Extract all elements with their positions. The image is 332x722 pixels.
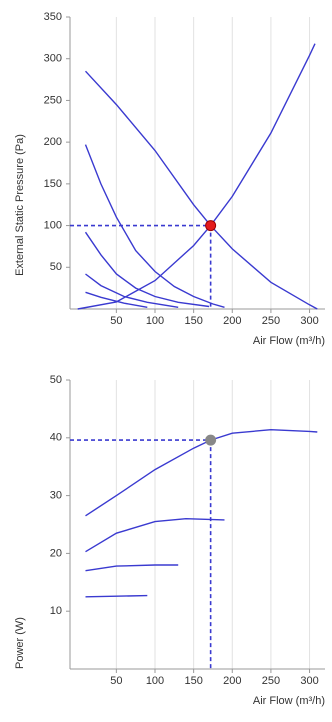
operating-point [205,434,217,446]
curve [85,273,179,308]
curve [85,428,318,517]
x-tick-label: 300 [300,675,318,687]
curve [85,594,148,598]
x-tick-label: 150 [184,315,202,327]
x-tick-label: 200 [223,675,241,687]
y-tick-label: 150 [44,178,62,190]
x-tick-label: 100 [146,315,164,327]
y-tick-label: 350 [44,11,62,23]
x-tick-label: 300 [300,315,318,327]
y-axis-label: External Static Pressure (Pa) [14,134,26,276]
x-tick-label: 200 [223,315,241,327]
y-tick-label: 40 [50,432,62,444]
curve [84,144,225,308]
x-axis-label: Air Flow (m³/h) [253,335,325,347]
curve [84,70,318,310]
y-tick-label: 10 [50,605,62,617]
y-tick-label: 100 [44,219,62,231]
y-tick-label: 20 [50,547,62,559]
operating-point [205,220,217,232]
x-tick-label: 250 [262,315,280,327]
curve [85,564,179,572]
y-tick-label: 50 [50,261,62,273]
curve [85,517,225,553]
y-tick-label: 250 [44,94,62,106]
x-axis-label: Air Flow (m³/h) [253,695,325,707]
x-tick-label: 250 [262,675,280,687]
x-tick-label: 150 [184,675,202,687]
y-tick-label: 300 [44,53,62,65]
y-tick-label: 200 [44,136,62,148]
curve [85,291,148,308]
x-tick-label: 100 [146,675,164,687]
curve [84,231,210,308]
y-axis-label: Power (W) [14,617,26,669]
y-tick-label: 50 [50,374,62,386]
x-tick-label: 50 [110,675,122,687]
x-tick-label: 50 [110,315,122,327]
y-tick-label: 30 [50,490,62,502]
